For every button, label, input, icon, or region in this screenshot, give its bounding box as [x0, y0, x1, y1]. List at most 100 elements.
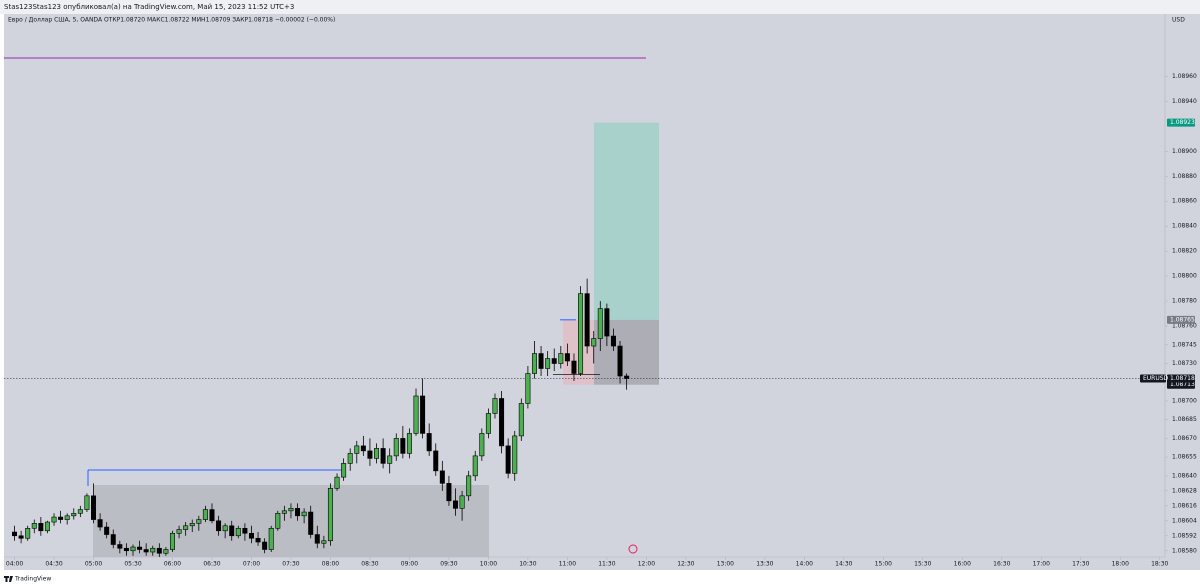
- candle-body: [31, 522, 37, 529]
- candle-body: [446, 483, 452, 502]
- candle-body: [268, 527, 274, 550]
- candle-body: [25, 527, 31, 539]
- candle-body: [295, 508, 301, 517]
- price-axis: [1165, 14, 1200, 557]
- x-tick-label: 13:00: [717, 561, 734, 568]
- candle-body: [347, 453, 353, 464]
- x-tick-label: 06:00: [164, 561, 181, 568]
- candle-body: [374, 448, 380, 459]
- candle-body: [433, 450, 439, 472]
- x-tick-label: 18:00: [1112, 561, 1129, 568]
- candle-body: [176, 529, 182, 534]
- y-tick-label: 1.08685: [1172, 416, 1197, 423]
- candle-body: [71, 513, 77, 517]
- candle-body: [545, 358, 551, 369]
- candle-body: [617, 345, 623, 377]
- legend: Евро / Доллар США, 5, OANDA ОТКР1.08720 …: [8, 17, 335, 24]
- candle-body: [44, 521, 50, 532]
- x-tick-label: 04:30: [45, 561, 62, 568]
- candle-body: [518, 403, 524, 437]
- candle-body: [604, 308, 610, 337]
- header-strip: [0, 0, 1200, 14]
- x-tick-label: 13:30: [756, 561, 773, 568]
- time-axis: [4, 557, 1200, 570]
- x-tick-label: 08:30: [361, 561, 378, 568]
- candle-body: [84, 495, 90, 510]
- candle-body: [406, 433, 412, 454]
- candle-body: [209, 509, 215, 522]
- candle-body: [229, 525, 235, 537]
- candle-body: [479, 433, 485, 457]
- x-tick-label: 15:00: [875, 561, 892, 568]
- axes: 1.08960 1.08940 1.08900 1.08880 1.08860 1.088…: [4, 73, 1197, 568]
- candle-body: [137, 546, 143, 550]
- candle-body: [143, 549, 149, 553]
- x-tick-label: 08:00: [322, 561, 339, 568]
- x-tick-label: 12:00: [638, 561, 655, 568]
- candle-body: [123, 547, 129, 552]
- price-tag: [1167, 380, 1195, 389]
- candle-body: [235, 527, 241, 537]
- candle-body: [558, 353, 564, 364]
- candle-body: [584, 293, 590, 347]
- candle-body: [321, 540, 327, 544]
- price-tag: [1167, 374, 1195, 383]
- candle-body: [393, 438, 399, 457]
- y-tick-label: 1.08940: [1172, 98, 1197, 105]
- candle-body: [420, 395, 426, 434]
- brand: TradingView: [14, 576, 51, 583]
- candle-body: [531, 353, 537, 374]
- symbol-tag: [1140, 374, 1166, 383]
- x-tick-label: 18:30: [1151, 561, 1168, 568]
- candle-body: [439, 470, 445, 484]
- event-icon[interactable]: [628, 544, 638, 554]
- x-tick-label: 14:00: [796, 561, 813, 568]
- target-zone: [594, 122, 659, 320]
- candle-body: [564, 353, 570, 362]
- candle-body: [413, 395, 419, 434]
- price-tag-label: 1.08765: [1170, 316, 1195, 323]
- x-tick-label: 10:30: [519, 561, 536, 568]
- x-tick-label: 04:00: [6, 561, 23, 568]
- candle-body: [624, 375, 630, 379]
- x-tick-label: 09:30: [440, 561, 457, 568]
- price-tag: [1167, 118, 1195, 127]
- candle-body: [327, 488, 333, 542]
- candle-body: [466, 475, 472, 497]
- y-tick-label: 1.08960: [1172, 73, 1197, 80]
- candle-body: [301, 511, 307, 517]
- candle-body: [288, 508, 294, 512]
- candle-body: [97, 519, 103, 528]
- y-tick-label: 1.08655: [1172, 454, 1197, 461]
- candle-body: [51, 516, 57, 523]
- y-tick-label: 1.08604: [1172, 517, 1197, 524]
- candle-body: [499, 398, 505, 447]
- candle-body: [64, 515, 70, 520]
- candle-body: [262, 541, 268, 550]
- candle-body: [538, 353, 544, 369]
- x-tick-label: 05:30: [124, 561, 141, 568]
- candle-body: [242, 527, 248, 534]
- candle-body: [12, 531, 18, 537]
- candle-body: [525, 373, 531, 404]
- price-tag-label: 1.08923: [1170, 119, 1195, 126]
- candle-body: [58, 516, 64, 520]
- x-tick-label: 07:30: [282, 561, 299, 568]
- candle-body: [275, 513, 281, 529]
- x-tick-label: 10:00: [480, 561, 497, 568]
- x-tick-label: 05:00: [85, 561, 102, 568]
- candle-body: [512, 435, 518, 474]
- y-tick-label: 1.08760: [1172, 323, 1197, 330]
- candle-body: [591, 338, 597, 347]
- x-tick-label: 17:30: [1072, 561, 1089, 568]
- candle-body: [459, 495, 465, 509]
- header-title: Stas123Stas123 опубликовал(а) на Trading…: [4, 3, 294, 11]
- x-tick-label: 16:00: [954, 561, 971, 568]
- candle-body: [367, 450, 373, 459]
- y-tick-label: 1.08745: [1172, 341, 1197, 348]
- x-tick-label: 09:00: [401, 561, 418, 568]
- price-tag-label: 1.08713: [1170, 381, 1195, 388]
- candle-body: [551, 358, 557, 364]
- candle-body: [387, 455, 393, 464]
